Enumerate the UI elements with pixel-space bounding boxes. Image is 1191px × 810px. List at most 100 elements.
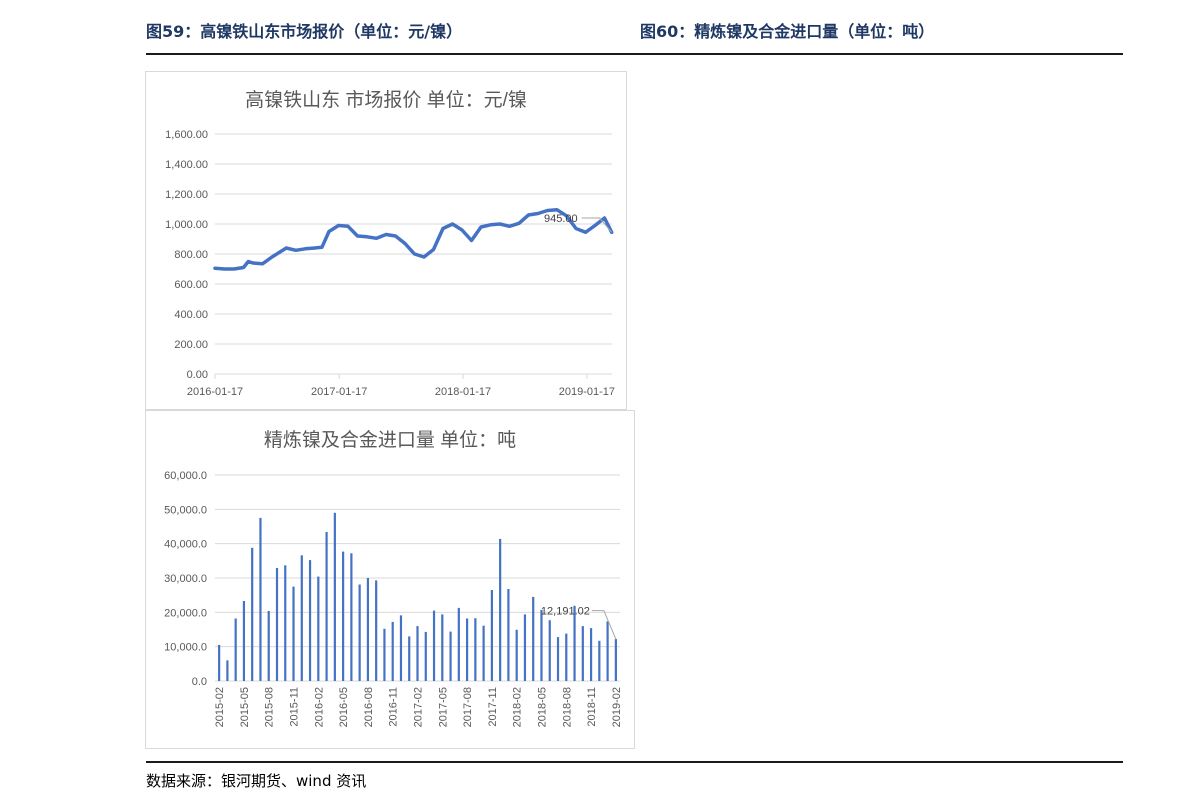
import-bar — [308, 560, 312, 681]
import-bar — [350, 553, 353, 681]
x-tick-label: 2016-08 — [363, 687, 375, 727]
bottom-divider — [146, 761, 1123, 763]
import-bar — [449, 631, 452, 681]
import-bar — [441, 614, 444, 681]
import-bar — [399, 615, 403, 681]
import-bar — [614, 639, 617, 681]
x-tick-label: 2018-08 — [561, 687, 573, 727]
import-bar — [548, 620, 551, 681]
import-bar — [565, 633, 568, 681]
import-bar — [366, 578, 370, 681]
x-tick-label: 2017-02 — [413, 687, 425, 727]
data-label-leader — [591, 610, 617, 640]
refined-nickel-import-chart: 精炼镍及合金进口量 单位：吨 0.0 10,000.0 20,000.0 30,000.… — [145, 410, 635, 749]
y-tick-label: 40,000.0 — [164, 539, 207, 551]
import-bar — [383, 628, 386, 681]
import-bar — [598, 640, 601, 681]
x-tick-label: 2018-01-17 — [435, 386, 491, 398]
y-tick-label: 1,600.00 — [165, 129, 208, 141]
y-tick-label: 50,000.0 — [164, 504, 207, 516]
import-bar — [242, 601, 246, 681]
x-tick-label: 2017-11 — [487, 687, 499, 727]
import-bar — [556, 637, 560, 681]
import-bar — [391, 621, 394, 681]
y-tick-label: 30,000.0 — [164, 573, 207, 585]
y-tick-label: 200.00 — [174, 339, 208, 351]
figure-60-title: 图60：精炼镍及合金进口量（单位：吨） — [640, 22, 935, 41]
import-bar — [432, 610, 436, 681]
import-bar — [474, 618, 477, 681]
import-bar — [259, 517, 262, 681]
import-bar-chart-svg: 精炼镍及合金进口量 单位：吨 0.0 10,000.0 20,000.0 30,000.… — [164, 429, 623, 727]
import-bar — [333, 512, 336, 681]
x-tick-label: 2016-11 — [388, 687, 400, 727]
x-tick-label: 2015-02 — [214, 687, 226, 727]
nickel-pig-iron-price-chart: 高镍铁山东 市场报价 单位：元/镍 0.00 200.00 400.00 600.00 8… — [145, 71, 627, 410]
y-tick-label: 20,000.0 — [164, 607, 207, 619]
figure-59-title: 图59：高镍铁山东市场报价（单位：元/镍） — [146, 22, 463, 41]
x-tick-label: 2016-05 — [338, 687, 350, 727]
import-bar — [218, 644, 221, 681]
last-value-label: 945.00 — [544, 213, 578, 225]
x-tick-label: 2018-05 — [536, 687, 548, 727]
y-tick-label: 60,000.0 — [164, 470, 207, 482]
import-bar — [465, 618, 469, 681]
import-bar — [234, 618, 237, 681]
import-bar — [325, 532, 328, 681]
y-tick-label: 800.00 — [174, 249, 208, 261]
y-tick-label: 400.00 — [174, 309, 208, 321]
import-bar — [490, 590, 493, 681]
x-tick-label: 2018-02 — [512, 687, 524, 727]
import-bar — [358, 584, 361, 681]
y-tick-label: 1,200.00 — [165, 189, 208, 201]
x-tick-label: 2018-11 — [586, 687, 598, 727]
data-source-note: 数据来源：银河期货、wind 资讯 — [146, 772, 367, 790]
price-series-line — [213, 208, 614, 271]
x-tick-label: 2016-01-17 — [187, 386, 243, 398]
import-bar — [300, 555, 303, 681]
import-bar — [573, 605, 576, 681]
y-tick-label: 0.00 — [187, 369, 208, 381]
chart-title: 精炼镍及合金进口量 单位：吨 — [264, 429, 516, 451]
import-bar — [515, 629, 518, 681]
x-tick-label: 2015-05 — [239, 687, 251, 727]
import-bar — [457, 607, 460, 681]
x-tick-label: 2016-02 — [313, 687, 325, 727]
chart-title: 高镍铁山东 市场报价 单位：元/镍 — [245, 89, 527, 111]
x-tick-label: 2015-11 — [289, 687, 301, 727]
import-bar — [267, 611, 270, 681]
import-bar — [275, 568, 279, 681]
x-tick-label: 2017-05 — [437, 687, 449, 727]
x-tick-label: 2017-08 — [462, 687, 474, 727]
top-divider — [146, 53, 1123, 55]
y-tick-label: 1,400.00 — [165, 159, 208, 171]
y-tick-label: 600.00 — [174, 279, 208, 291]
import-bar — [499, 538, 502, 681]
import-bar — [408, 636, 411, 681]
import-bar — [226, 660, 229, 681]
x-tick-label: 2015-08 — [264, 687, 276, 727]
import-bar — [375, 580, 378, 681]
import-bar — [606, 621, 609, 681]
import-bar — [581, 626, 584, 681]
import-bar — [284, 565, 287, 681]
y-tick-label: 10,000.0 — [164, 642, 207, 654]
import-bar — [532, 596, 535, 681]
import-bar — [416, 626, 419, 681]
import-bar — [540, 609, 543, 681]
import-bar — [292, 586, 295, 681]
import-bar — [342, 551, 345, 681]
import-bar — [317, 576, 320, 681]
import-bar — [424, 631, 427, 681]
import-bar — [589, 628, 593, 681]
import-bar — [251, 547, 254, 681]
import-bar — [482, 625, 485, 681]
last-value-label: 12,191.02 — [541, 606, 590, 618]
data-label-leader — [581, 217, 613, 233]
x-tick-label: 2019-02 — [611, 687, 623, 727]
y-tick-label: 0.0 — [192, 676, 207, 688]
import-bar — [507, 589, 510, 681]
x-tick-label: 2017-01-17 — [311, 386, 367, 398]
price-line-chart-svg: 高镍铁山东 市场报价 单位：元/镍 0.00 200.00 400.00 600.00 8… — [165, 89, 615, 398]
y-tick-label: 1,000.00 — [165, 219, 208, 231]
